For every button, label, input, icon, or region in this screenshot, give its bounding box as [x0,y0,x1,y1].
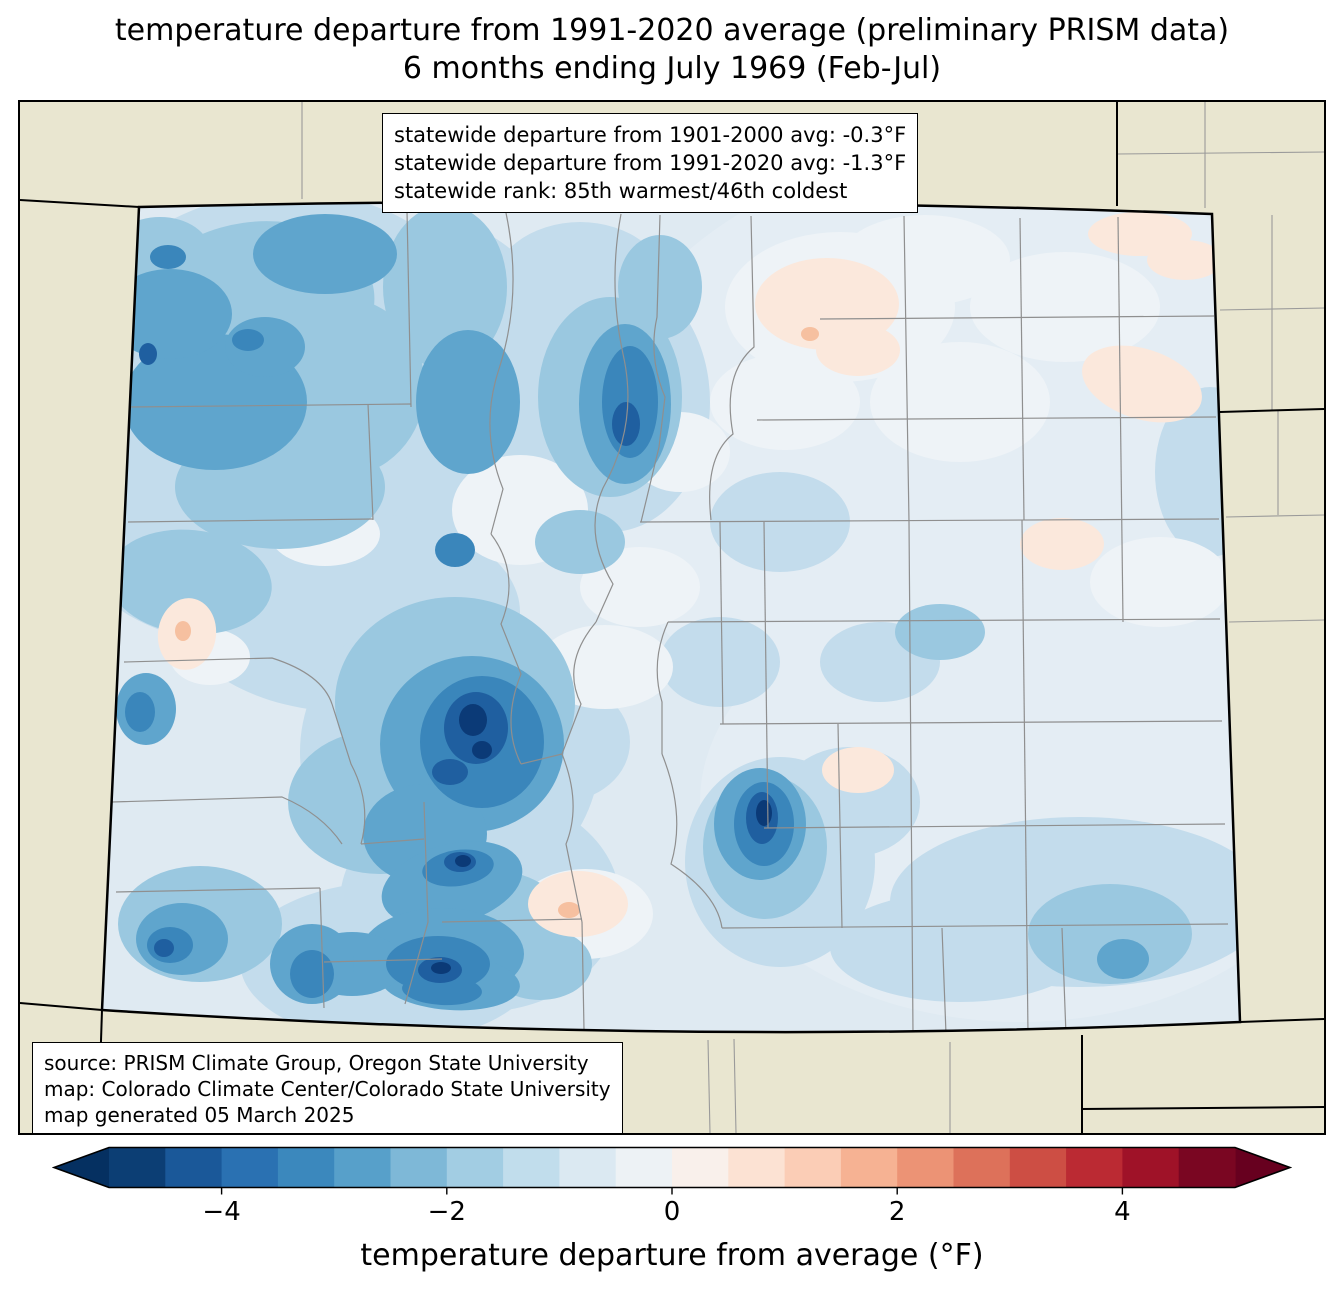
colorbar-segment [672,1147,729,1188]
colorbar-tick-label: 0 [664,1197,681,1227]
source-attribution-box: source: PRISM Climate Group, Oregon Stat… [32,1042,623,1133]
colorbar-segment [1066,1147,1123,1188]
colorbar-tick-label: −2 [428,1197,466,1227]
map-region: statewide departure from 1901-2000 avg: … [18,100,1326,1135]
colorbar-segment [221,1147,279,1188]
colorbar-segment [559,1147,617,1188]
title-line-1: temperature departure from 1991-2020 ave… [114,13,1230,48]
colorbar-segment [728,1147,786,1188]
colorbar-segment [446,1147,504,1188]
colorbar-segment [953,1147,1011,1188]
colorbar-tick-label: 2 [889,1197,906,1227]
colorbar-segment [390,1147,448,1188]
colorbar-segment [503,1147,560,1188]
colorbar-segment [784,1147,842,1188]
colorbar-segment [109,1147,166,1188]
source-line-2: map: Colorado Climate Center/Colorado St… [44,1077,611,1101]
colorbar: −4 −2 0 2 4 [0,1146,1344,1234]
figure-title: temperature departure from 1991-2020 ave… [0,12,1344,88]
colorbar-segment [165,1147,223,1188]
colorbar-segment [334,1147,392,1188]
colorbar-segment [897,1147,955,1188]
statewide-stats-box: statewide departure from 1901-2000 avg: … [382,113,919,213]
colorbar-axis-label: temperature departure from average (°F) [360,1238,984,1273]
colorbar-segment [1122,1147,1180,1188]
stats-line-2: statewide departure from 1991-2020 avg: … [394,151,907,175]
colorbar-svg: −4 −2 0 2 4 [51,1146,1293,1227]
stats-line-3: statewide rank: 85th warmest/46th coldes… [394,179,848,203]
stats-line-1: statewide departure from 1901-2000 avg: … [394,123,907,147]
colorbar-tick-label: 4 [1114,1197,1131,1227]
colorbar-segment [1009,1147,1067,1188]
colorbar-segment [840,1147,898,1188]
colorbar-segment [615,1147,673,1188]
colorbar-outline [51,1146,1293,1189]
county-lines [111,210,1229,1033]
colorbar-left-arrow [54,1147,109,1188]
colorado-map-svg [20,102,1324,1133]
source-line-3: map generated 05 March 2025 [44,1103,355,1127]
colorbar-right-arrow [1235,1147,1290,1188]
title-line-2: 6 months ending July 1969 (Feb-Jul) [402,51,942,86]
colorbar-tick-label: −4 [202,1197,240,1227]
colorbar-segment [1178,1147,1236,1188]
colorbar-segment [277,1147,335,1188]
source-line-1: source: PRISM Climate Group, Oregon Stat… [44,1051,589,1075]
